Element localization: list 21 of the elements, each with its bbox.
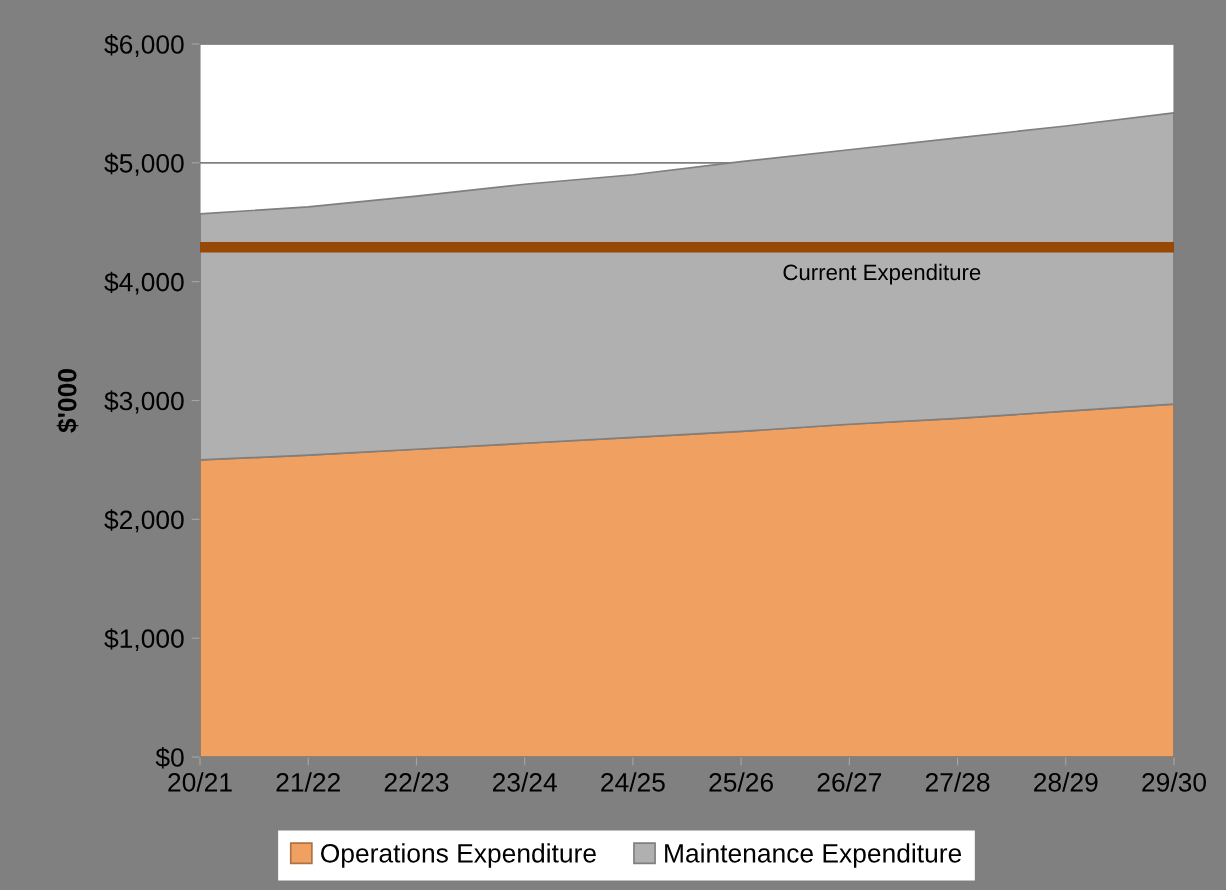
x-tick-label: 28/29 [1034, 772, 1098, 792]
y-tick-label: $5,000 [104, 152, 184, 176]
legend-label: Maintenance Expenditure [665, 843, 962, 868]
y-tick-label: $4,000 [104, 271, 184, 295]
y-tick-label: $3,000 [104, 390, 184, 414]
y-axis-title: $'000 [56, 369, 79, 433]
y-tick-label: $1,000 [104, 628, 184, 652]
x-tick-label: 23/24 [492, 772, 557, 792]
x-tick-label: 27/28 [925, 772, 990, 792]
x-tick-label: 22/23 [384, 772, 449, 792]
x-tick-label: 29/30 [1142, 772, 1206, 792]
x-tick-label: 26/27 [817, 772, 882, 792]
y-tick-label: $0 [155, 747, 184, 769]
x-tick-label: 25/26 [709, 772, 773, 792]
x-tick-label: 20/21 [168, 772, 232, 792]
x-tick-label: 21/22 [276, 772, 340, 792]
legend-label: Operations Expenditure [321, 843, 596, 868]
ref-line-label: Current Expenditure [783, 263, 981, 285]
y-tick-label: $6,000 [104, 34, 184, 57]
x-tick-label: 24/25 [601, 772, 665, 792]
y-tick-label: $2,000 [104, 509, 184, 533]
